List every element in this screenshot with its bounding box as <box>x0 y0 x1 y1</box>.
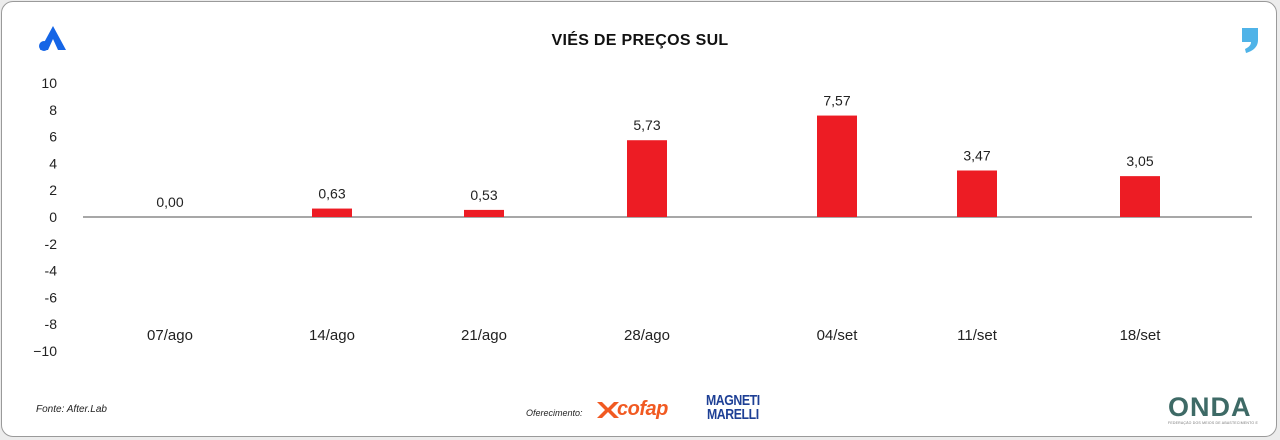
source-note: Fonte: After.Lab <box>36 404 107 415</box>
y-tick-label: 2 <box>49 182 57 198</box>
y-tick-label: 10 <box>41 75 57 91</box>
partner-onda-logo: ONDA <box>1168 392 1252 422</box>
y-tick-label: -2 <box>45 236 58 252</box>
y-tick-label: -6 <box>45 289 58 305</box>
data-label: 0,00 <box>156 194 183 210</box>
data-label: 0,63 <box>318 186 345 202</box>
magneti-line: MAGNETI <box>705 392 760 409</box>
data-label: 3,47 <box>963 148 990 164</box>
data-label: 7,57 <box>823 93 850 109</box>
y-tick-label: 8 <box>49 102 57 118</box>
sponsor-label: Oferecimento: <box>526 408 583 418</box>
partner-tagline: FEDERAÇÃO DOS MEIOS DE ABASTECIMENTO E P… <box>1168 421 1258 425</box>
bar <box>312 208 352 217</box>
sponsor-cofap: cofap <box>617 398 668 420</box>
y-tick-label: −10 <box>33 343 57 359</box>
y-tick-label: 6 <box>49 129 57 145</box>
x-tick-label: 04/set <box>817 327 859 344</box>
brand-a-icon <box>39 26 66 51</box>
data-label: 0,53 <box>470 187 497 203</box>
bar <box>627 140 667 217</box>
marelli-line: MARELLI <box>706 406 759 423</box>
y-tick-label: 4 <box>49 155 57 171</box>
data-label: 3,05 <box>1126 153 1153 169</box>
x-tick-label: 14/ago <box>309 327 355 344</box>
bar <box>1120 176 1160 217</box>
y-tick-label: 0 <box>49 209 57 225</box>
sponsor-magneti-marelli: MAGNETI MARELLI <box>705 392 761 423</box>
quote-mark-icon <box>1242 28 1258 53</box>
x-tick-label: 11/set <box>957 327 998 344</box>
chart-title: VIÉS DE PREÇOS SUL <box>551 32 729 49</box>
cofap-logo-icon <box>597 402 619 418</box>
data-label: 5,73 <box>633 117 660 133</box>
bar <box>464 209 504 217</box>
x-tick-label: 21/ago <box>461 327 507 344</box>
x-tick-label: 28/ago <box>624 327 670 344</box>
bar <box>957 170 997 217</box>
y-tick-label: -4 <box>45 263 58 279</box>
y-tick-label: -8 <box>45 316 58 332</box>
x-tick-label: 07/ago <box>147 327 193 344</box>
x-tick-label: 18/set <box>1120 327 1162 344</box>
bar <box>817 115 857 217</box>
